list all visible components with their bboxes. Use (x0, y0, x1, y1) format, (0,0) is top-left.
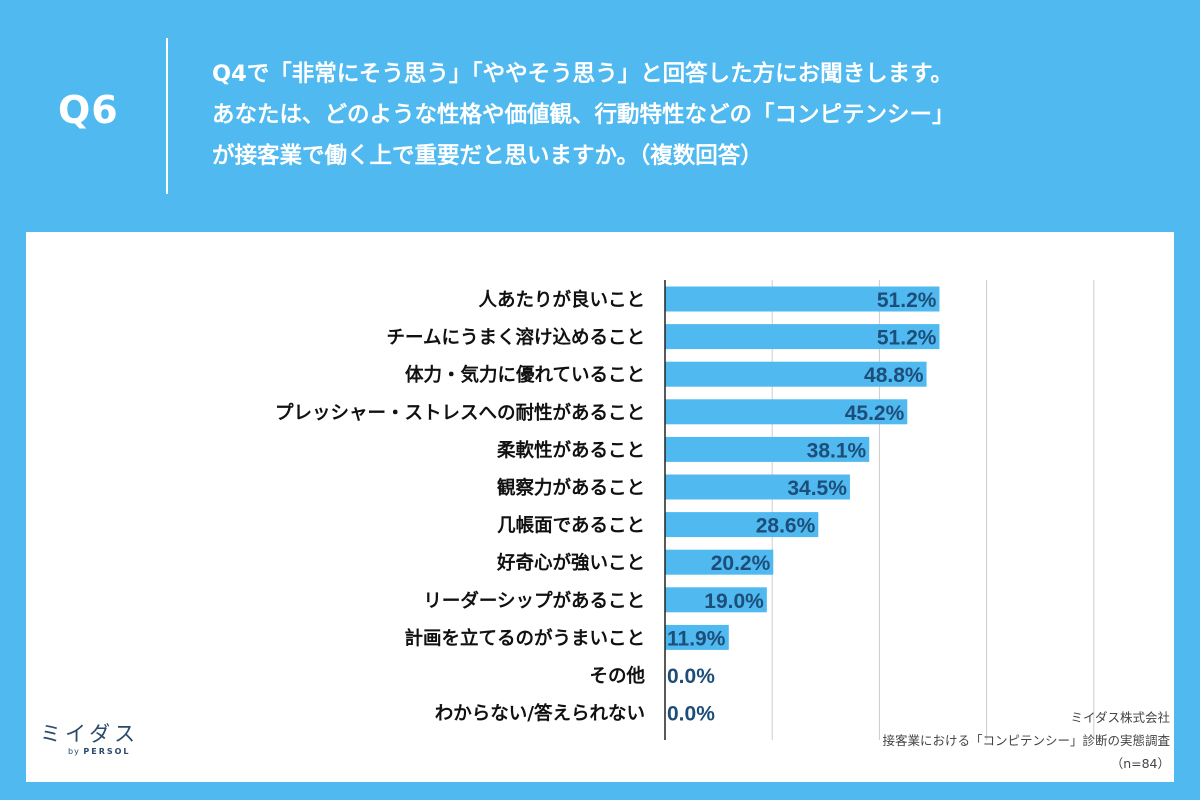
logo-brand: PERSOL (83, 747, 131, 756)
category-label: 観察力があること (497, 477, 645, 499)
question-text: Q4で「非常にそう思う」「ややそう思う」と回答した方にお聞きします。 あなたは、… (212, 54, 1172, 177)
bar (665, 549, 774, 575)
bar (665, 399, 908, 425)
category-label: プレッシャー・ストレスへの耐性があること (275, 402, 645, 424)
bar (665, 474, 850, 500)
bar (665, 512, 819, 538)
value-label: 38.1% (807, 439, 867, 462)
category-label: リーダーシップがあること (423, 590, 645, 612)
logo-byline: by PERSOL (68, 747, 131, 756)
question-header: Q6 Q4で「非常にそう思う」「ややそう思う」と回答した方にお聞きします。 あな… (0, 0, 1200, 232)
category-label: チームにうまく溶け込めること (387, 327, 645, 349)
value-label: 51.2% (877, 327, 937, 350)
logo-by: by (68, 747, 80, 756)
bar (665, 361, 927, 387)
question-line: あなたは、どのような性格や価値観、行動特性などの「コンピテンシー」 (212, 102, 955, 128)
category-label: 体力・気力に優れていること (405, 364, 645, 386)
category-label: その他 (589, 665, 645, 687)
bar (665, 324, 940, 350)
value-label: 28.6% (756, 515, 816, 538)
logo-wordmark: ミイダス (40, 722, 140, 746)
question-number: Q6 (58, 88, 119, 132)
bar (665, 436, 870, 462)
value-label: 0.0% (667, 703, 715, 726)
bar (665, 587, 767, 613)
source-note: ミイダス株式会社 接客業における「コンピテンシー」診断の実態調査 （n=84） (750, 706, 1170, 775)
category-label: 好奇心が強いこと (496, 552, 645, 574)
value-label: 51.2% (877, 289, 937, 312)
miidas-logo: ミイダス by PERSOL (40, 718, 180, 764)
value-label: 0.0% (667, 665, 715, 688)
category-label: 几帳面であること (497, 515, 645, 537)
value-label: 11.9% (667, 627, 726, 650)
bar (665, 286, 940, 312)
header-divider (166, 38, 168, 194)
category-label: 計画を立てるのがうまいこと (404, 627, 645, 649)
question-line: Q4で「非常にそう思う」「ややそう思う」と回答した方にお聞きします。 (212, 61, 953, 87)
bar (665, 624, 729, 650)
source-n: （n=84） (1110, 756, 1170, 771)
chart-panel (26, 232, 1174, 782)
source-company: ミイダス株式会社 (1070, 710, 1170, 725)
category-label: わからない/答えられない (435, 703, 645, 725)
value-label: 45.2% (845, 402, 905, 425)
value-label: 34.5% (787, 477, 847, 500)
source-survey: 接客業における「コンピテンシー」診断の実態調査 (882, 733, 1170, 748)
question-line: が接客業で働く上で重要だと思いますか。（複数回答） (212, 143, 763, 169)
category-label: 人あたりが良いこと (478, 289, 645, 311)
value-label: 20.2% (711, 552, 771, 575)
value-label: 19.0% (704, 590, 764, 613)
value-label: 48.8% (864, 364, 924, 387)
category-label: 柔軟性があること (497, 439, 645, 461)
